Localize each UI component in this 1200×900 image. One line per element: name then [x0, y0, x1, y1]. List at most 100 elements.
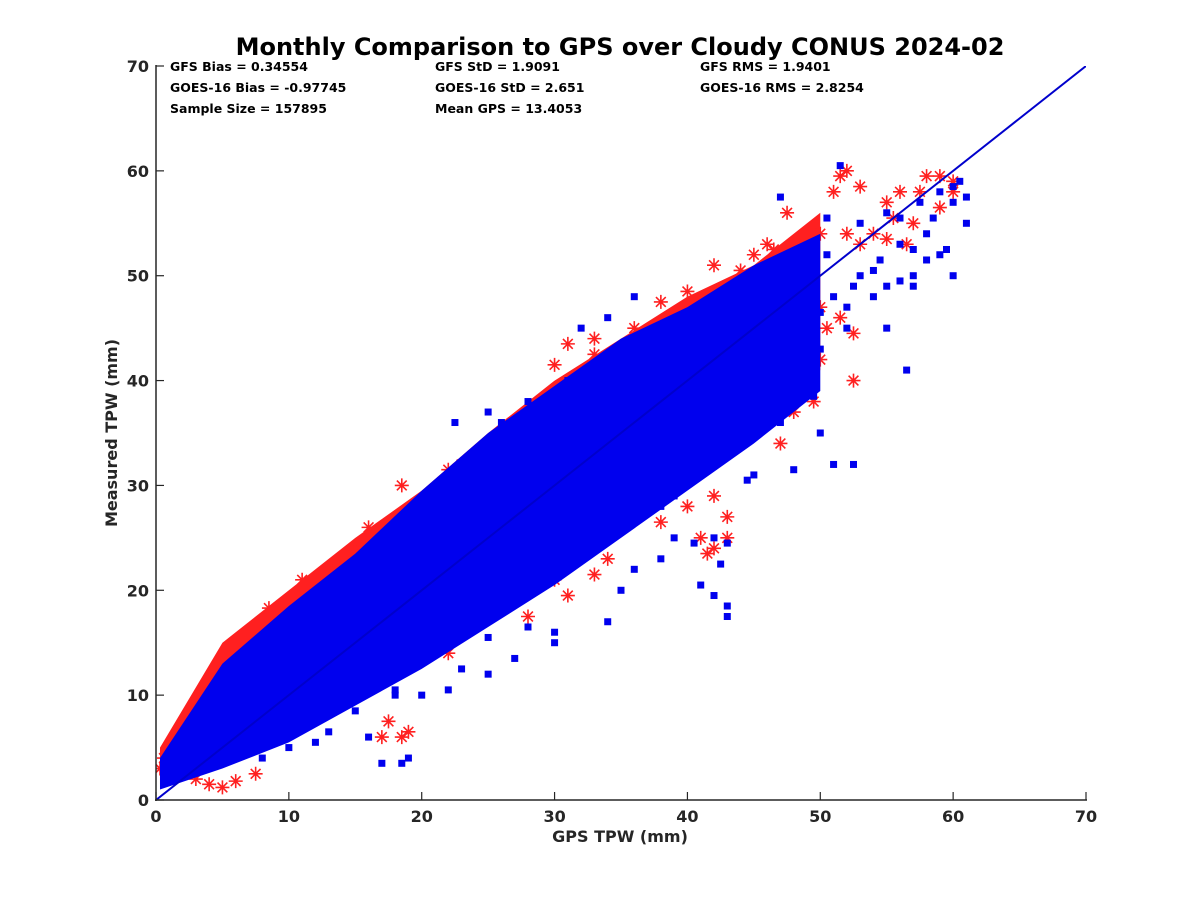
goes-point	[242, 0, 249, 7]
goes-point	[268, 0, 275, 7]
goes-point	[158, 0, 165, 7]
gfs-point	[361, 520, 376, 535]
goes-point	[641, 0, 648, 7]
gfs-point	[653, 515, 668, 530]
goes-point	[156, 0, 163, 7]
goes-point	[484, 670, 492, 678]
goes-point	[343, 0, 350, 7]
goes-point	[343, 0, 350, 7]
goes-point	[239, 0, 246, 7]
goes-point	[489, 0, 496, 7]
goes-point	[491, 0, 498, 7]
stat-text: GOES-16 StD = 2.651	[435, 80, 584, 95]
goes-point	[404, 0, 411, 7]
goes-point	[428, 0, 435, 7]
goes-point	[678, 0, 685, 7]
goes-point	[638, 0, 645, 7]
goes-point	[354, 0, 361, 7]
goes-point	[649, 0, 656, 7]
gfs-point	[600, 551, 615, 566]
goes-point	[680, 0, 687, 7]
goes-point	[679, 0, 686, 7]
goes-point	[219, 0, 226, 7]
goes-point	[652, 0, 659, 7]
goes-point	[262, 0, 269, 7]
goes-point	[546, 0, 553, 7]
goes-point	[782, 0, 789, 7]
goes-point	[591, 0, 598, 7]
goes-point	[161, 0, 168, 7]
goes-point	[460, 0, 467, 7]
goes-point	[157, 0, 164, 7]
goes-point	[260, 0, 267, 7]
goes-point	[448, 0, 455, 7]
goes-point	[621, 0, 628, 7]
goes-point	[752, 0, 759, 7]
goes-point	[817, 0, 824, 7]
goes-point	[629, 0, 636, 7]
goes-point	[307, 0, 314, 7]
goes-point	[187, 0, 194, 7]
gfs-point	[587, 567, 602, 582]
goes-point	[576, 0, 583, 7]
goes-point	[577, 0, 584, 7]
goes-point	[472, 0, 479, 7]
goes-point	[528, 0, 535, 7]
goes-point	[578, 0, 585, 7]
goes-point	[311, 0, 318, 7]
goes-point	[574, 0, 581, 7]
goes-point	[512, 0, 519, 7]
goes-point	[193, 0, 200, 7]
goes-point	[222, 0, 229, 7]
goes-point	[679, 0, 686, 7]
goes-point	[698, 0, 705, 7]
goes-point	[218, 0, 225, 7]
goes-point	[209, 0, 216, 7]
goes-point	[730, 282, 738, 290]
goes-point	[171, 0, 178, 7]
goes-point	[801, 0, 808, 7]
goes-point	[312, 0, 319, 7]
goes-point	[183, 0, 190, 7]
stat-text: GFS StD = 1.9091	[435, 59, 560, 74]
goes-point	[449, 0, 456, 7]
goes-point	[856, 219, 864, 227]
goes-point	[539, 0, 546, 7]
goes-point	[429, 0, 436, 7]
goes-point	[225, 0, 232, 7]
goes-point	[792, 0, 799, 7]
goes-point	[711, 0, 718, 7]
goes-point	[400, 0, 407, 7]
goes-point	[157, 0, 164, 7]
goes-point	[275, 0, 282, 7]
goes-point	[400, 0, 407, 7]
goes-point	[304, 0, 311, 7]
gfs-point	[261, 601, 276, 616]
goes-point	[486, 0, 493, 7]
gfs-point	[833, 310, 848, 325]
goes-point	[389, 0, 396, 7]
goes-point	[760, 0, 767, 7]
goes-point	[252, 0, 259, 7]
x-tick-label: 20	[411, 807, 433, 826]
goes-point	[328, 0, 335, 7]
goes-point	[353, 0, 360, 7]
goes-point	[439, 0, 446, 7]
goes-point	[191, 0, 198, 7]
goes-point	[306, 0, 313, 7]
goes-point	[262, 0, 269, 7]
goes-point	[253, 0, 260, 7]
goes-point	[263, 0, 270, 7]
goes-point	[157, 0, 164, 7]
goes-point	[609, 0, 616, 7]
goes-point	[353, 0, 360, 7]
goes-point	[185, 0, 192, 7]
goes-point	[743, 0, 750, 7]
goes-point	[545, 0, 552, 7]
goes-point	[157, 0, 164, 7]
goes-point	[162, 0, 169, 7]
goes-point	[208, 0, 215, 7]
goes-point	[717, 560, 725, 568]
goes-point	[171, 0, 178, 7]
